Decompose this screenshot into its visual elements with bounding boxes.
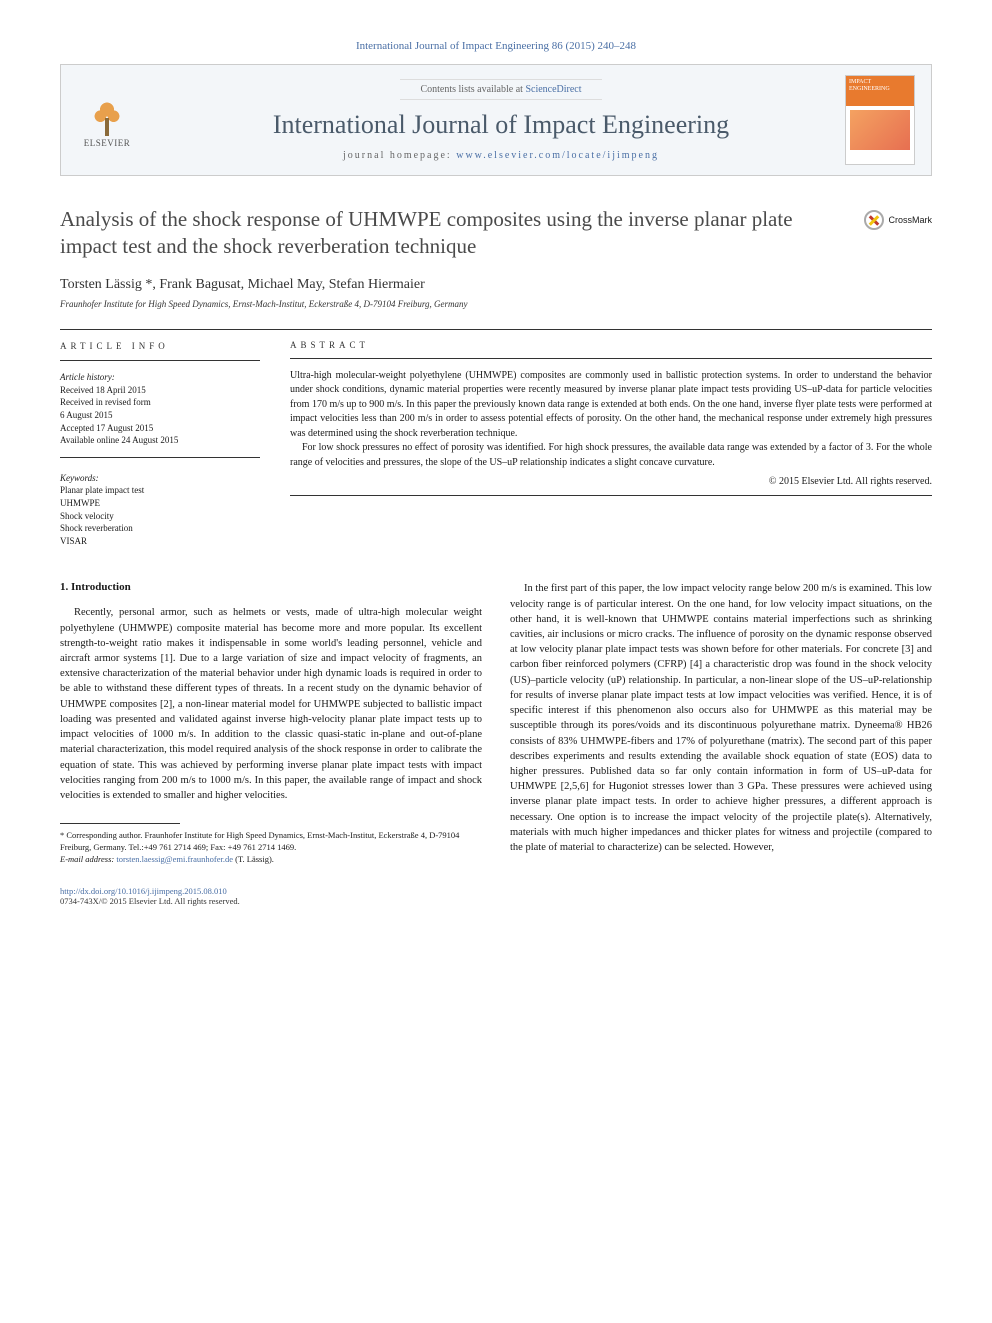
publisher-name: ELSEVIER xyxy=(84,138,131,148)
contents-prefix: Contents lists available at xyxy=(420,84,525,95)
divider xyxy=(60,329,932,330)
sciencedirect-link[interactable]: ScienceDirect xyxy=(525,84,581,95)
crossmark-label: CrossMark xyxy=(888,215,932,225)
keywords-label: Keywords: xyxy=(60,472,260,485)
journal-title: International Journal of Impact Engineer… xyxy=(157,110,845,140)
history-label: Article history: xyxy=(60,371,260,384)
article-title: Analysis of the shock response of UHMWPE… xyxy=(60,206,820,261)
journal-homepage: journal homepage: www.elsevier.com/locat… xyxy=(157,150,845,161)
corresponding-author: * Corresponding author. Fraunhofer Insti… xyxy=(60,830,482,854)
section-title: Introduction xyxy=(71,581,131,593)
crossmark-widget[interactable]: CrossMark xyxy=(864,210,932,230)
email-label: E-mail address: xyxy=(60,854,116,864)
abstract-heading: ABSTRACT xyxy=(290,340,932,350)
keyword: Shock reverberation xyxy=(60,522,260,535)
received-date: Received 18 April 2015 xyxy=(60,384,260,397)
keyword: UHMWPE xyxy=(60,497,260,510)
email-suffix: (T. Lässig). xyxy=(233,854,274,864)
footnotes: * Corresponding author. Fraunhofer Insti… xyxy=(60,830,482,866)
footnote-separator xyxy=(60,823,180,824)
authors-line: Torsten Lässig *, Frank Bagusat, Michael… xyxy=(60,277,932,293)
running-header: International Journal of Impact Engineer… xyxy=(60,40,932,52)
masthead: ELSEVIER Contents lists available at Sci… xyxy=(60,64,932,176)
homepage-prefix: journal homepage: xyxy=(343,150,456,161)
body-paragraph: Recently, personal armor, such as helmet… xyxy=(60,605,482,803)
divider xyxy=(290,358,932,359)
revised-label: Received in revised form xyxy=(60,396,260,409)
email-link[interactable]: torsten.laessig@emi.fraunhofer.de xyxy=(116,854,233,864)
abstract-paragraph: Ultra-high molecular-weight polyethylene… xyxy=(290,369,932,442)
section-heading: 1. Introduction xyxy=(60,581,482,593)
article-info-heading: ARTICLE INFO xyxy=(60,340,260,353)
right-column: In the first part of this paper, the low… xyxy=(510,581,932,866)
keyword: Shock velocity xyxy=(60,510,260,523)
body-columns: 1. Introduction Recently, personal armor… xyxy=(60,581,932,866)
cover-thumbnail: IMPACT ENGINEERING xyxy=(845,75,915,165)
left-column: 1. Introduction Recently, personal armor… xyxy=(60,581,482,866)
revised-date: 6 August 2015 xyxy=(60,409,260,422)
body-paragraph: In the first part of this paper, the low… xyxy=(510,581,932,855)
cover-image-icon xyxy=(850,110,910,150)
crossmark-icon xyxy=(864,210,884,230)
article-info-sidebar: ARTICLE INFO Article history: Received 1… xyxy=(60,340,260,548)
accepted-date: Accepted 17 August 2015 xyxy=(60,422,260,435)
affiliation: Fraunhofer Institute for High Speed Dyna… xyxy=(60,299,932,309)
abstract-copyright: © 2015 Elsevier Ltd. All rights reserved… xyxy=(290,476,932,487)
cover-title: IMPACT ENGINEERING xyxy=(846,76,914,106)
divider xyxy=(290,495,932,496)
homepage-link[interactable]: www.elsevier.com/locate/ijimpeng xyxy=(456,150,659,161)
doi-link[interactable]: http://dx.doi.org/10.1016/j.ijimpeng.201… xyxy=(60,886,932,896)
elsevier-logo: ELSEVIER xyxy=(77,85,137,155)
contents-available: Contents lists available at ScienceDirec… xyxy=(400,79,601,100)
abstract-column: ABSTRACT Ultra-high molecular-weight pol… xyxy=(290,340,932,548)
keyword: Planar plate impact test xyxy=(60,484,260,497)
online-date: Available online 24 August 2015 xyxy=(60,434,260,447)
section-number: 1. xyxy=(60,581,68,593)
divider xyxy=(60,360,260,361)
issn-line: 0734-743X/© 2015 Elsevier Ltd. All right… xyxy=(60,896,932,906)
abstract-paragraph: For low shock pressures no effect of por… xyxy=(290,441,932,470)
keyword: VISAR xyxy=(60,535,260,548)
footer-meta: http://dx.doi.org/10.1016/j.ijimpeng.201… xyxy=(60,886,932,906)
elsevier-tree-icon xyxy=(85,92,129,136)
